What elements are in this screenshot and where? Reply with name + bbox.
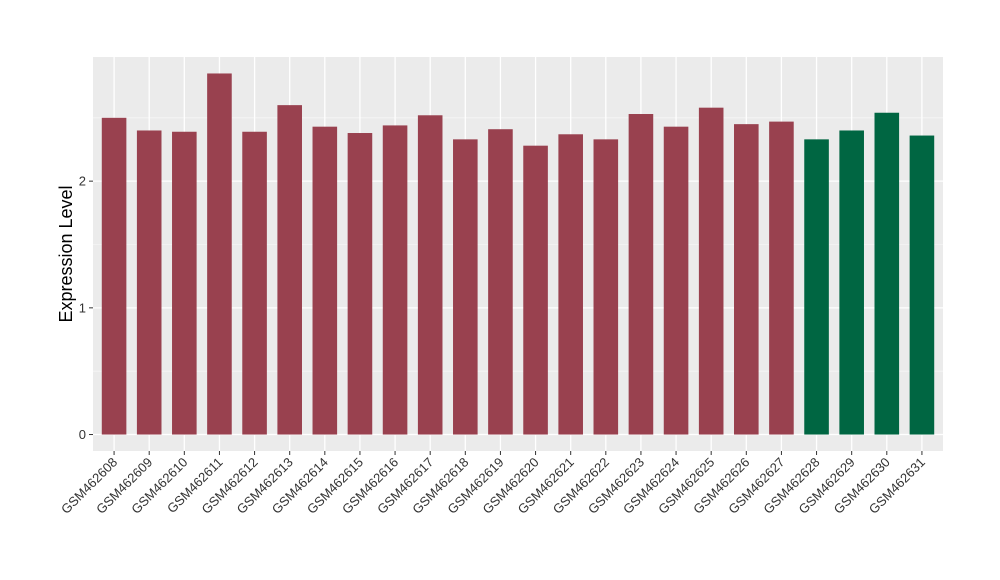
bar-GSM462630 [874,112,900,435]
bar-GSM462626 [734,124,759,435]
bar-GSM462612 [242,131,267,435]
bar-GSM462614 [312,126,338,435]
minor-gridlines [93,117,943,372]
bar-GSM462616 [382,125,408,435]
bar-GSM462620 [523,145,548,435]
y-tick-label: 0 [79,427,86,442]
bar-GSM462613 [277,105,302,435]
bar-GSM462628 [804,139,829,435]
bar-GSM462631 [909,135,935,435]
y-tick-label: 2 [79,174,86,189]
bar-GSM462629 [839,130,864,435]
bar-GSM462619 [488,129,513,435]
bar-GSM462611 [207,73,232,435]
bars [101,73,935,435]
x-axis: GSM462608GSM462609GSM462610GSM462611GSM4… [58,451,928,517]
y-axis: 0 1 2 [79,174,93,442]
bar-GSM462627 [769,121,794,435]
bar-GSM462615 [347,133,373,435]
y-axis-title: Expression Level [56,185,76,322]
bar-GSM462622 [593,139,619,435]
bar-GSM462610 [172,131,197,435]
bar-GSM462609 [136,130,162,435]
bar-GSM462618 [453,139,478,435]
bar-GSM462617 [417,115,443,435]
bar-GSM462625 [698,107,724,435]
bar-GSM462608 [101,117,127,435]
bar-GSM462623 [628,114,654,435]
plot-panel [93,57,943,451]
bar-GSM462624 [663,126,689,435]
y-tick-label: 1 [79,300,86,315]
bar-GSM462621 [558,134,583,435]
